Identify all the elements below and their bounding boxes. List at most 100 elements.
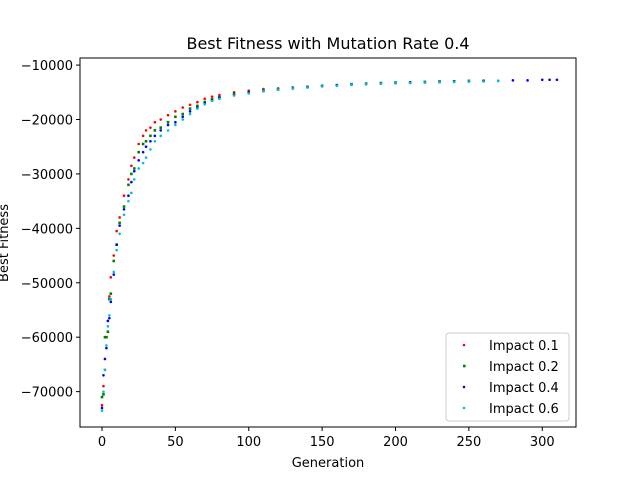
data-point bbox=[109, 297, 113, 301]
data-point bbox=[174, 110, 177, 113]
data-point bbox=[118, 221, 121, 225]
y-tick-label: −20000 bbox=[21, 114, 73, 129]
data-point bbox=[115, 248, 118, 252]
data-point bbox=[130, 191, 133, 195]
data-point bbox=[103, 357, 107, 361]
data-point bbox=[141, 150, 145, 154]
x-tick-label: 250 bbox=[456, 435, 481, 450]
data-point bbox=[262, 89, 265, 93]
data-point bbox=[159, 118, 163, 121]
data-point bbox=[122, 205, 126, 208]
data-point bbox=[130, 164, 133, 168]
data-point bbox=[166, 113, 170, 117]
data-point bbox=[100, 395, 104, 399]
legend-label: Impact 0.1 bbox=[489, 339, 559, 354]
data-point bbox=[118, 224, 121, 227]
data-point bbox=[159, 134, 163, 138]
y-tick-label: −50000 bbox=[21, 277, 73, 292]
y-axis: −70000 −60000 −50000 −40000 −30000 −20000 −100… bbox=[21, 59, 80, 401]
data-point bbox=[188, 112, 192, 116]
data-point bbox=[467, 80, 471, 83]
data-point bbox=[276, 88, 280, 91]
data-point bbox=[115, 243, 118, 246]
data-point bbox=[188, 103, 192, 107]
data-point bbox=[555, 78, 559, 82]
data-point bbox=[127, 199, 130, 203]
data-point bbox=[159, 126, 163, 129]
data-point bbox=[144, 129, 148, 132]
data-point bbox=[132, 156, 136, 159]
data-point bbox=[394, 81, 397, 85]
data-point bbox=[122, 208, 126, 211]
data-point bbox=[100, 409, 104, 412]
data-point bbox=[127, 183, 130, 187]
data-point bbox=[188, 110, 192, 113]
data-point bbox=[408, 81, 412, 85]
y-tick-label: −30000 bbox=[21, 168, 73, 183]
data-point bbox=[127, 178, 130, 181]
data-point bbox=[100, 403, 104, 407]
data-point bbox=[102, 373, 105, 377]
data-point bbox=[181, 118, 185, 121]
data-point bbox=[141, 142, 145, 146]
data-point bbox=[103, 335, 107, 339]
data-point bbox=[174, 120, 177, 124]
series-2 bbox=[100, 79, 485, 399]
data-point bbox=[496, 79, 500, 83]
data-point bbox=[526, 79, 529, 82]
data-point bbox=[108, 316, 111, 320]
data-point bbox=[103, 368, 107, 372]
data-point bbox=[100, 406, 104, 410]
data-point bbox=[149, 148, 152, 151]
data-point bbox=[153, 134, 157, 138]
data-point bbox=[153, 139, 157, 143]
plot-frame bbox=[79, 57, 577, 428]
data-point bbox=[452, 80, 456, 84]
series-4 bbox=[100, 79, 500, 412]
data-point bbox=[438, 80, 441, 84]
data-point bbox=[112, 254, 116, 257]
data-point bbox=[196, 104, 199, 108]
data-point bbox=[548, 78, 551, 82]
data-point bbox=[174, 123, 177, 127]
data-point bbox=[232, 94, 236, 97]
data-point bbox=[196, 107, 199, 110]
data-point bbox=[149, 139, 152, 143]
legend-marker bbox=[462, 343, 466, 347]
data-point bbox=[174, 115, 177, 119]
data-point bbox=[141, 134, 145, 138]
data-point bbox=[109, 300, 113, 304]
data-point bbox=[118, 232, 121, 236]
data-point bbox=[132, 169, 136, 173]
data-point bbox=[218, 93, 221, 97]
y-tick-label: −60000 bbox=[21, 331, 73, 346]
data-point bbox=[364, 82, 368, 86]
x-tick-label: 100 bbox=[236, 435, 261, 450]
data-point bbox=[335, 84, 339, 88]
data-point bbox=[144, 139, 148, 143]
x-tick-label: 300 bbox=[530, 435, 555, 450]
data-point bbox=[149, 134, 152, 138]
data-point bbox=[540, 78, 544, 82]
data-point bbox=[166, 123, 170, 127]
data-point bbox=[106, 325, 110, 328]
data-point bbox=[159, 129, 163, 132]
x-tick-label: 150 bbox=[310, 435, 335, 450]
data-point bbox=[153, 120, 157, 124]
data-point bbox=[109, 292, 113, 295]
data-point bbox=[112, 259, 116, 263]
data-point bbox=[149, 126, 152, 129]
x-axis: 0 50 100 150 200 250 300 bbox=[98, 427, 555, 450]
data-point bbox=[122, 213, 126, 217]
data-point bbox=[144, 145, 148, 149]
x-axis-label: Generation bbox=[292, 456, 365, 471]
data-point bbox=[511, 79, 515, 82]
data-point bbox=[108, 297, 111, 301]
data-point bbox=[122, 194, 126, 197]
chart-title: Best Fitness with Mutation Rate 0.4 bbox=[186, 34, 469, 53]
x-tick-label: 200 bbox=[383, 435, 408, 450]
data-point bbox=[105, 346, 108, 350]
data-point bbox=[112, 273, 116, 276]
data-point bbox=[153, 129, 157, 132]
